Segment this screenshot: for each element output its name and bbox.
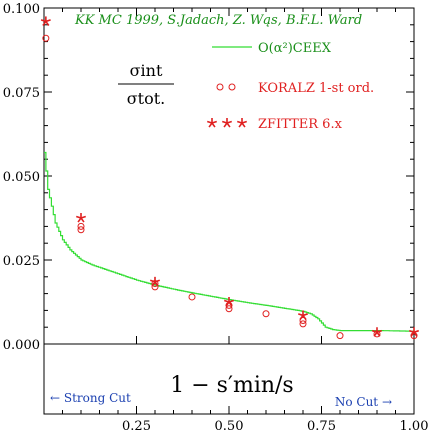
legend-swatch	[221, 118, 233, 128]
ratio-numerator: σint	[130, 61, 163, 80]
y-tick-label: 0.100	[3, 2, 40, 17]
data-point	[336, 332, 344, 340]
legend-label: O(α²)CEEX	[258, 41, 332, 56]
x-axis-label: 1 − s′min/s	[170, 373, 293, 398]
data-point	[75, 213, 87, 223]
data-point	[77, 226, 85, 234]
series-2	[40, 16, 420, 337]
legend-entry-0: O(α²)CEEX	[212, 41, 332, 56]
legend-swatch	[206, 118, 218, 128]
y-tick-label: 0.000	[3, 338, 40, 353]
y-tick-label: 0.075	[3, 86, 40, 101]
note-strong-cut: ← Strong Cut	[50, 391, 131, 405]
x-tick-label: 0.50	[215, 419, 244, 434]
data-point	[151, 283, 159, 291]
legend-label: KORALZ 1-st ord.	[258, 81, 374, 96]
legend-swatch	[228, 83, 236, 91]
legend-swatch	[236, 118, 248, 128]
legend-entry-2: ZFITTER 6.x	[206, 117, 343, 132]
y-tick-label: 0.025	[3, 254, 40, 269]
data-point	[408, 327, 420, 337]
data-point	[149, 276, 161, 287]
legend-label: ZFITTER 6.x	[258, 117, 343, 132]
data-point	[40, 16, 51, 26]
y-tick-label: 0.050	[3, 170, 40, 185]
ratio-label: σint σtot.	[118, 61, 174, 108]
note-no-cut: No Cut →	[335, 395, 392, 409]
x-tick-label: 0.25	[122, 419, 151, 434]
legend: O(α²)CEEX KORALZ 1-st ord. ZFITTER 6.x	[206, 41, 374, 132]
data-point	[225, 305, 233, 313]
data-point	[371, 327, 383, 337]
axis-ticks: 0.000 0.025 0.050 0.075 0.100 0.25 0.50 0.75 1.0…	[3, 2, 429, 434]
legend-swatch	[216, 83, 224, 91]
ratio-denominator: σtot.	[127, 89, 166, 108]
data-point	[299, 320, 307, 328]
x-tick-label: 0.75	[307, 419, 336, 434]
data-point	[77, 222, 85, 230]
x-tick-label: 1.00	[400, 419, 429, 434]
chart-title: KK MC 1999, S.Jadach, Z. Wąs, B.F.L. War…	[74, 13, 362, 28]
data-point	[299, 316, 307, 324]
series-layer	[40, 16, 420, 340]
legend-entry-1: KORALZ 1-st ord.	[216, 81, 374, 96]
data-point	[297, 310, 309, 320]
series-line	[44, 151, 414, 332]
series-0	[44, 151, 414, 332]
data-point	[188, 293, 196, 301]
data-point	[42, 34, 50, 42]
data-point	[262, 310, 270, 318]
data-point	[223, 297, 235, 307]
